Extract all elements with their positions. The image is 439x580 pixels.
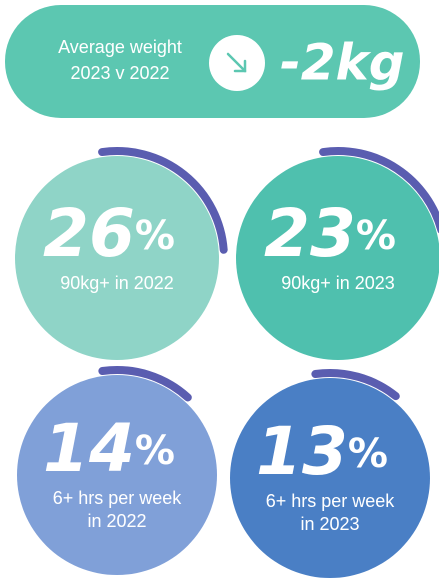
stat-value: 23% — [264, 195, 396, 272]
banner-label: 2023 v 2022 — [70, 63, 169, 83]
stat-caption: 90kg+ in 2023 — [281, 273, 395, 293]
progress-arc — [98, 147, 228, 254]
stat-circle — [17, 375, 217, 575]
stat-value: 14% — [43, 410, 175, 487]
stat-unit: % — [348, 431, 388, 477]
stat-unit: % — [135, 428, 175, 474]
progress-arc — [311, 369, 400, 401]
stat-caption: 90kg+ in 2022 — [60, 273, 174, 293]
stat-circle — [236, 156, 439, 360]
stat-number: 13 — [256, 413, 348, 490]
stat-circle — [230, 378, 430, 578]
stat-unit: % — [135, 213, 175, 259]
stat-number: 26 — [43, 195, 135, 272]
stat-caption: in 2022 — [87, 511, 146, 531]
stat-caption: 6+ hrs per week — [53, 488, 183, 508]
banner-label: Average weight — [58, 37, 182, 57]
stat-value: 26% — [43, 195, 175, 272]
progress-arc — [319, 147, 439, 234]
stat-circle — [15, 156, 219, 360]
down-arrow-icon — [226, 52, 247, 73]
progress-arc — [98, 366, 192, 402]
stat-number: 14 — [43, 410, 135, 487]
banner-value: -2kg — [280, 34, 405, 92]
stat-unit: % — [356, 213, 396, 259]
stat-value: 13% — [256, 413, 388, 490]
stat-caption: in 2023 — [300, 514, 359, 534]
stat-caption: 6+ hrs per week — [266, 491, 396, 511]
stat-number: 23 — [264, 195, 356, 272]
